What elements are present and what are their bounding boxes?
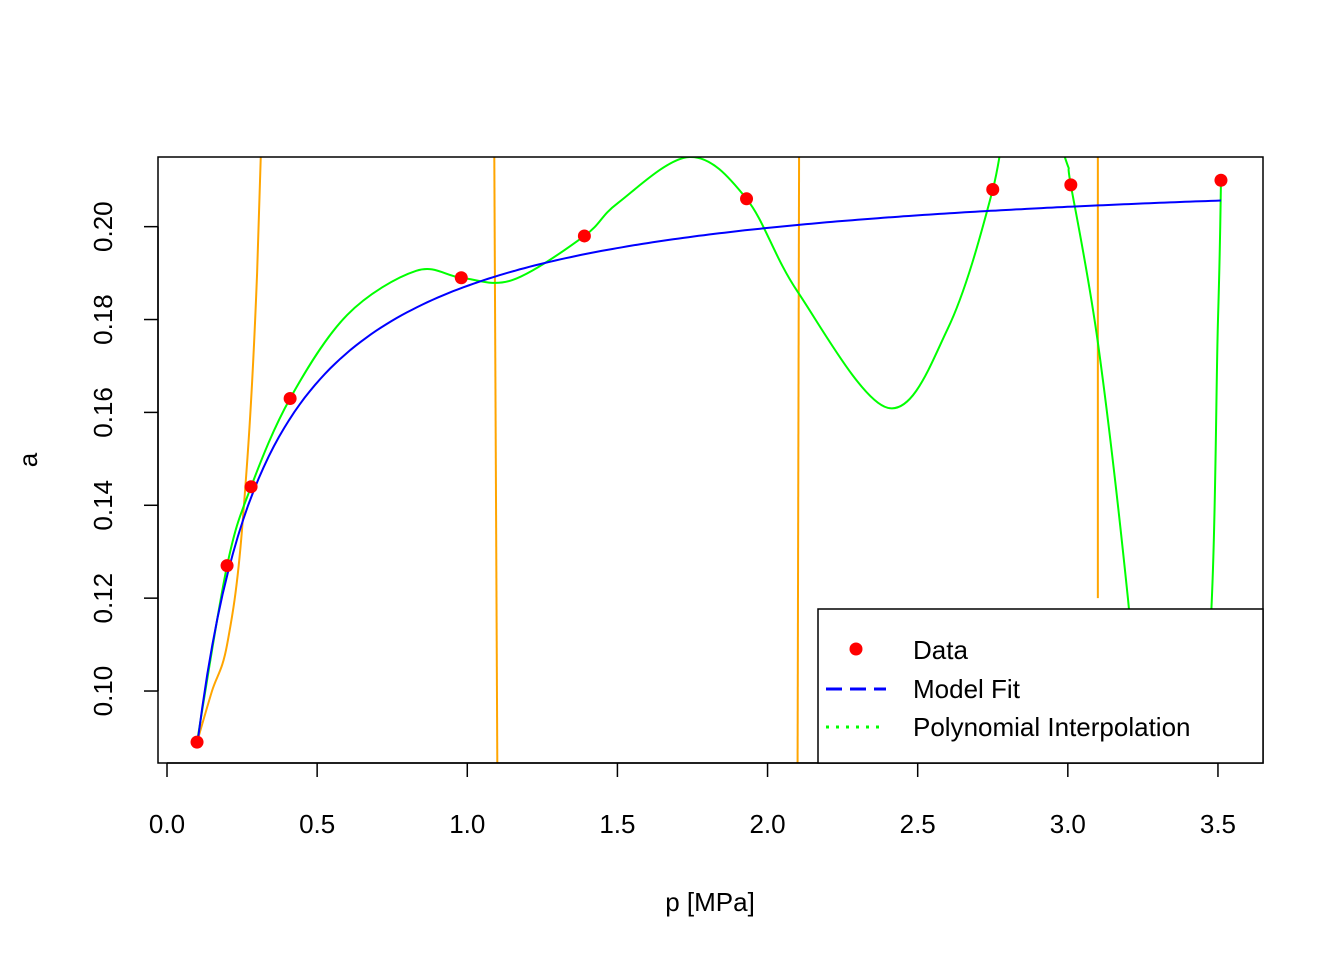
data-point <box>986 183 1000 197</box>
legend-marker-data <box>849 642 863 656</box>
data-point <box>1214 173 1228 187</box>
data-point <box>577 229 591 243</box>
x-axis: 0.0 0.5 1.0 1.5 2.0 2.5 3.0 3.5 <box>149 762 1236 839</box>
data-point <box>283 391 297 405</box>
data-point <box>740 192 754 206</box>
legend-label-polynomial: Polynomial Interpolation <box>913 712 1191 742</box>
x-tick-label: 2.5 <box>900 809 936 839</box>
x-tick-label: 0.5 <box>299 809 335 839</box>
legend-box <box>817 608 1264 764</box>
polynomial-interpolation-line <box>196 157 1222 763</box>
x-tick-label: 1.5 <box>599 809 635 839</box>
x-tick-label: 3.5 <box>1200 809 1236 839</box>
series-layer <box>190 157 1228 763</box>
orange-vertical-line <box>493 157 499 763</box>
legend-label-model-fit: Model Fit <box>913 674 1021 704</box>
model-fit-line <box>196 199 1222 747</box>
y-tick-label: 0.20 <box>88 201 118 252</box>
y-tick-label: 0.12 <box>88 573 118 624</box>
legend: Data Model Fit Polynomial Interpolation <box>817 608 1264 764</box>
x-tick-label: 0.0 <box>149 809 185 839</box>
x-axis-label: p [MPa] <box>665 887 755 917</box>
data-point <box>190 735 204 749</box>
y-axis: 0.10 0.12 0.14 0.16 0.18 0.20 <box>88 201 159 717</box>
y-tick-label: 0.18 <box>88 294 118 345</box>
data-point <box>1064 178 1078 192</box>
orange-curve-segment <box>196 157 263 743</box>
x-tick-label: 2.0 <box>749 809 785 839</box>
x-tick-label: 1.0 <box>449 809 485 839</box>
legend-label-data: Data <box>913 635 968 665</box>
y-tick-label: 0.14 <box>88 480 118 531</box>
orange-vertical-line <box>796 157 801 763</box>
data-point <box>454 271 468 285</box>
y-tick-label: 0.16 <box>88 387 118 438</box>
y-tick-label: 0.10 <box>88 666 118 717</box>
y-axis-label: a <box>13 452 43 467</box>
x-tick-label: 3.0 <box>1050 809 1086 839</box>
data-point <box>244 480 258 494</box>
data-point <box>220 559 234 573</box>
